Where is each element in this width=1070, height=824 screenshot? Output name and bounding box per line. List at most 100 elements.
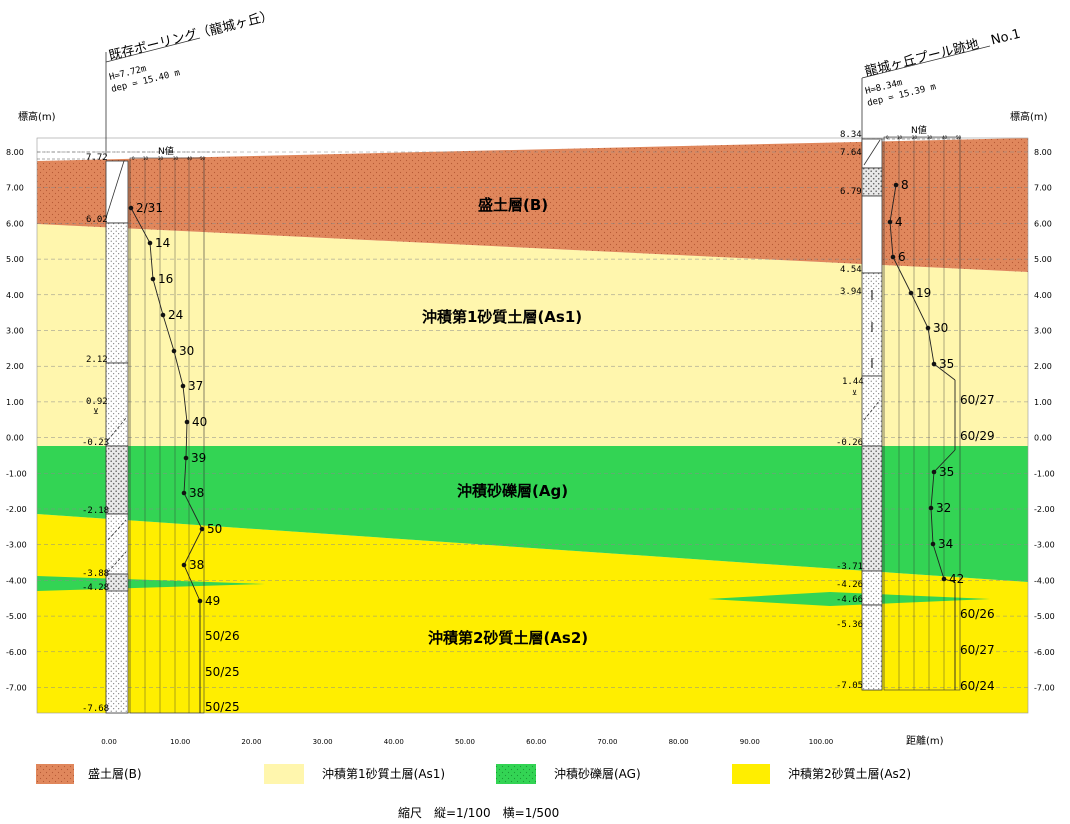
svg-text:20: 20 bbox=[158, 156, 164, 161]
y-tick-label-left: 7.00 bbox=[6, 184, 24, 193]
y-tick-label-left: 4.00 bbox=[6, 291, 24, 300]
x-axis-label: 距離(m) bbox=[906, 734, 944, 747]
n-value-label: 40 bbox=[192, 415, 207, 429]
y-tick-label-right: -2.00 bbox=[1034, 505, 1055, 514]
y-tick-label-right: 4.00 bbox=[1034, 291, 1052, 300]
borehole-1-core-sand-2 bbox=[105, 362, 129, 447]
y-tick-label-left: 2.00 bbox=[6, 362, 24, 371]
n-value-label: 50/25 bbox=[205, 665, 240, 679]
x-tick-label: 0.00 bbox=[101, 738, 117, 746]
borehole-2-boundary: 6.79 bbox=[840, 187, 862, 197]
svg-text:30: 30 bbox=[173, 156, 179, 161]
legend-swatch-as2 bbox=[732, 764, 770, 784]
y-tick-label-left: 3.00 bbox=[6, 327, 24, 336]
n-value-label: 60/27 bbox=[960, 643, 995, 657]
n-value-label: 2/31 bbox=[136, 201, 163, 215]
n-value-point bbox=[893, 182, 899, 188]
n-value-point bbox=[128, 205, 134, 211]
x-tick-label: 30.00 bbox=[313, 738, 333, 746]
x-tick-label: 100.00 bbox=[809, 738, 834, 746]
y-tick-label-right: 3.00 bbox=[1034, 327, 1052, 336]
borehole-1-n-values: 2/31 14 16 24 30 37 40 39 38 50 38 49 50/26 50/25 50/2… bbox=[128, 201, 240, 714]
n-value-label: 32 bbox=[936, 501, 951, 515]
x-tick-label: 10.00 bbox=[170, 738, 190, 746]
y-tick-label-right: 5.00 bbox=[1034, 255, 1052, 264]
y-tick-label-left: -4.00 bbox=[6, 576, 27, 585]
borehole-1-boundary: 2.12 bbox=[86, 355, 108, 365]
layer-ag-lens-right bbox=[708, 592, 990, 606]
y-tick-label-right: -1.00 bbox=[1034, 469, 1055, 478]
y-axis-left: 8.00 7.00 6.00 5.00 4.00 3.00 2.00 1.00 0.00 -1.0… bbox=[6, 148, 27, 693]
borehole-1-boundary: 6.02 bbox=[86, 215, 108, 225]
svg-text:30: 30 bbox=[927, 135, 933, 140]
n-value-label: 38 bbox=[189, 486, 204, 500]
legend-swatch-ag bbox=[496, 764, 536, 784]
y-tick-label-left: 1.00 bbox=[6, 398, 24, 407]
n-value-point bbox=[181, 562, 187, 568]
n-value-label: 39 bbox=[191, 451, 206, 465]
y-tick-label-right: -7.00 bbox=[1034, 684, 1055, 693]
n-value-label: 60/29 bbox=[960, 429, 995, 443]
n-value-label: 50 bbox=[207, 522, 222, 536]
y-tick-label-left: -7.00 bbox=[6, 684, 27, 693]
borehole-2-boundary: -7.05 bbox=[836, 681, 863, 691]
x-tick-label: 70.00 bbox=[597, 738, 617, 746]
borehole-2-boundary: -5.36 bbox=[836, 620, 863, 630]
n-value-point bbox=[925, 325, 931, 331]
n-value-point bbox=[147, 240, 153, 246]
n-value-label: 50/25 bbox=[205, 700, 240, 714]
layer-as2 bbox=[37, 514, 1028, 713]
section-frame bbox=[36, 137, 1029, 714]
borehole-2-nvalue-header: N値 bbox=[911, 124, 927, 136]
x-axis: 0.00 10.00 20.00 30.00 40.00 50.00 60.00 70.00 8… bbox=[101, 738, 833, 746]
n-value-label: 50/26 bbox=[205, 629, 240, 643]
borehole-1-top: 7.72 bbox=[86, 153, 108, 163]
n-value-point bbox=[199, 526, 205, 532]
svg-text:50: 50 bbox=[200, 156, 206, 161]
water-level-icon: ⊻ bbox=[93, 407, 99, 416]
y-tick-label-right: -6.00 bbox=[1034, 648, 1055, 657]
borehole-2-n-values: 8 4 6 19 30 35 60/27 60/29 35 32 34 42 60/26 60/27 60/… bbox=[887, 178, 995, 693]
legend-label-ag: 沖積砂礫層(AG) bbox=[554, 766, 641, 781]
borehole-1-core-fill bbox=[105, 160, 129, 224]
legend-swatch-fill bbox=[36, 764, 74, 784]
n-value-point bbox=[928, 505, 934, 511]
legend-swatch-as1 bbox=[264, 764, 304, 784]
y-tick-label-left: -2.00 bbox=[6, 505, 27, 514]
borehole-1-core-sand-lower bbox=[105, 513, 129, 714]
n-value-point bbox=[183, 455, 189, 461]
layer-label-fill: 盛土層(B) bbox=[478, 196, 548, 214]
n-value-label: 42 bbox=[949, 572, 964, 586]
n-value-label: 37 bbox=[188, 379, 203, 393]
legend-label-fill: 盛土層(B) bbox=[88, 766, 142, 781]
borehole-2-top: 8.34 bbox=[840, 130, 862, 140]
y-tick-label-right: 7.00 bbox=[1034, 184, 1052, 193]
borehole-1-boundary: -3.88 bbox=[82, 569, 109, 579]
borehole-1-boundary: 0.92 bbox=[86, 397, 108, 407]
layer-label-as1: 沖積第1砂質土層(As1) bbox=[422, 308, 582, 326]
n-value-label: 4 bbox=[895, 215, 903, 229]
n-value-point bbox=[930, 541, 936, 547]
n-value-label: 14 bbox=[155, 236, 170, 250]
n-value-point bbox=[890, 254, 896, 260]
n-value-point bbox=[887, 219, 893, 225]
n-value-label: 19 bbox=[916, 286, 931, 300]
borehole-2-boundary: -0.26 bbox=[836, 438, 863, 448]
n-value-label: 60/24 bbox=[960, 679, 995, 693]
layer-label-ag: 沖積砂礫層(Ag) bbox=[457, 482, 568, 500]
y-tick-label-left: 0.00 bbox=[6, 434, 24, 443]
layer-group bbox=[36, 137, 1029, 714]
n-value-label: 8 bbox=[901, 178, 909, 192]
legend-label-as1: 沖積第1砂質土層(As1) bbox=[322, 766, 445, 781]
n-value-label: 30 bbox=[933, 321, 948, 335]
y-tick-label-right: 2.00 bbox=[1034, 362, 1052, 371]
borehole-2-boundary: 4.54 bbox=[840, 265, 862, 275]
y-tick-label-left: 5.00 bbox=[6, 255, 24, 264]
n-value-label: 24 bbox=[168, 308, 183, 322]
borehole-2-boundary: 7.64 bbox=[840, 148, 862, 158]
y-tick-label-right: -5.00 bbox=[1034, 612, 1055, 621]
n-value-point bbox=[941, 576, 947, 582]
svg-text:0: 0 bbox=[886, 135, 889, 140]
n-value-label: 35 bbox=[939, 465, 954, 479]
